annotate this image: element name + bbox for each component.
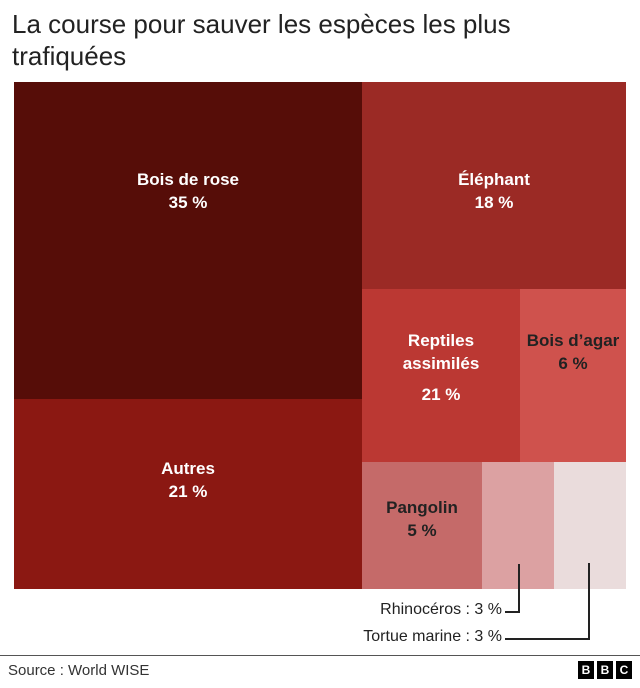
cell-label: Éléphant (458, 170, 530, 189)
cell-value: 18 % (474, 193, 514, 212)
cell-value: 21 % (421, 385, 461, 404)
cell-value: 6 % (558, 354, 588, 373)
leader-line-rhino-vertical (518, 564, 520, 613)
label-rhinoceros: Rhinocéros : 3 % (380, 601, 502, 618)
cell-value: 5 % (407, 521, 437, 540)
bbc-logo-letter: C (616, 661, 632, 679)
leader-line-rhino-horizontal (505, 611, 520, 613)
cell-elephant: Éléphant 18 % (362, 82, 626, 289)
cell-label: Pangolin (386, 498, 458, 517)
leader-line-tortue-horizontal (505, 638, 590, 640)
cell-label: Autres (161, 459, 215, 478)
cell-pangolin: Pangolin 5 % (362, 462, 482, 589)
bbc-logo-letter: B (578, 661, 594, 679)
cell-label-line1: Reptiles (407, 331, 475, 350)
cell-value: 35 % (168, 193, 208, 212)
cell-value: 21 % (168, 482, 208, 501)
label-tortue-marine: Tortue marine : 3 % (363, 628, 502, 645)
cell-reptiles: Reptiles assimilés 21 % (362, 289, 520, 462)
cell-label: Bois de rose (136, 170, 240, 189)
chart-title: La course pour sauver les espèces les pl… (12, 9, 511, 71)
cell-tortue-marine (554, 462, 626, 589)
footer-divider (0, 655, 640, 656)
cell-autres: Autres 21 % (14, 399, 362, 589)
bbc-logo-letter: B (597, 661, 613, 679)
bbc-logo: B B C (578, 661, 632, 679)
cell-bois-de-rose: Bois de rose 35 % (14, 82, 362, 399)
source-text: Source : World WISE (8, 662, 150, 679)
leader-line-tortue-vertical (588, 563, 590, 640)
cell-label-line2: assimilés (402, 354, 480, 373)
cell-label: Bois d’agar (526, 331, 620, 350)
cell-bois-agar: Bois d’agar 6 % (520, 289, 626, 462)
